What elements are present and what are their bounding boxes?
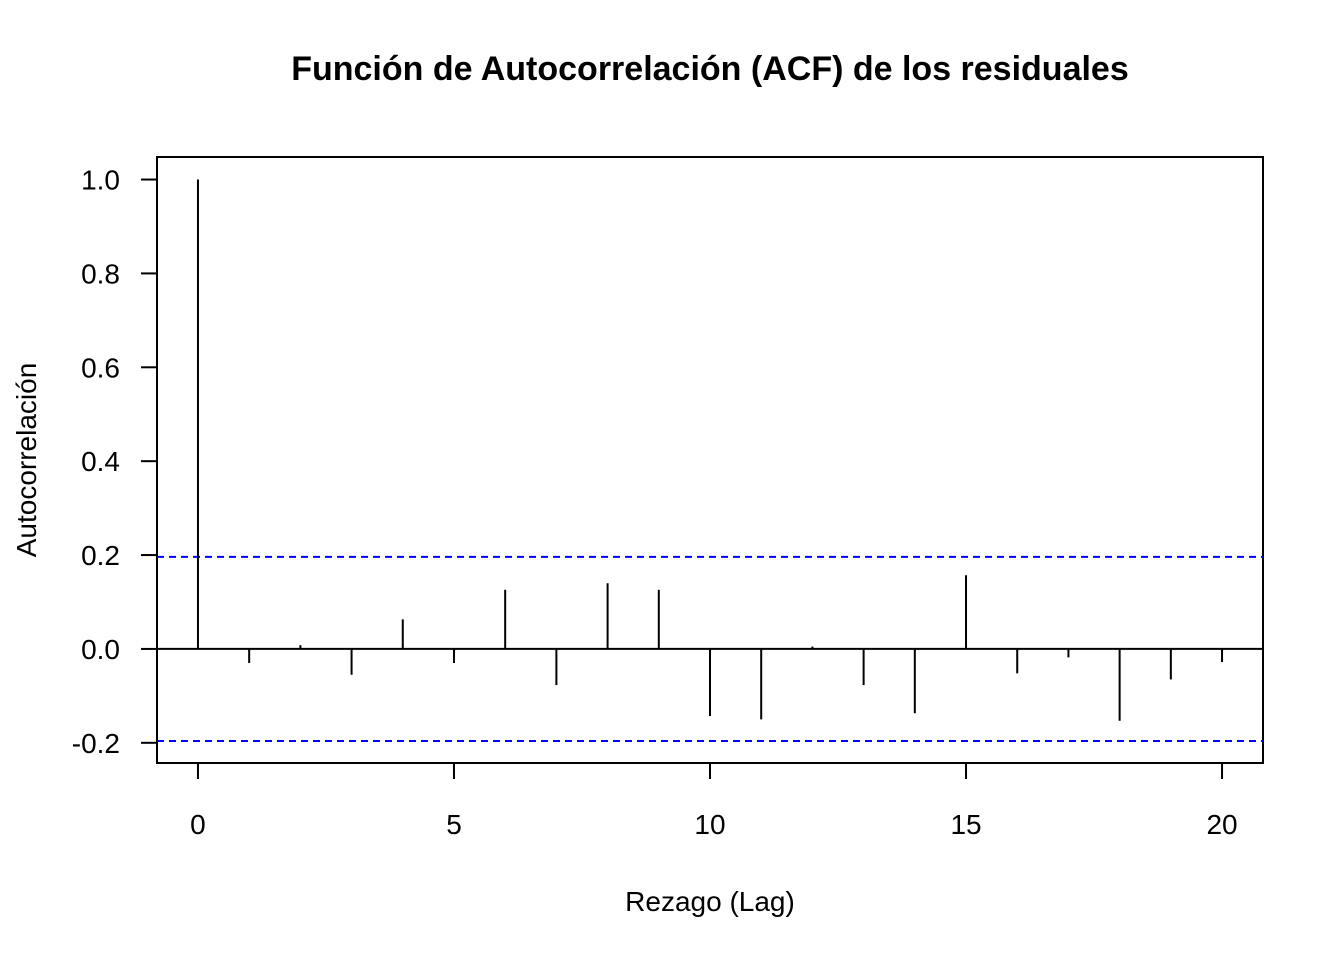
acf-bars — [196, 179, 1224, 721]
x-axis-label: Rezago (Lag) — [625, 886, 795, 917]
y-axis: -0.2 0.0 0.2 0.4 0.6 0.8 1.0 — [72, 165, 157, 759]
y-tick-label: 0.2 — [81, 540, 120, 571]
confidence-bounds — [157, 555, 1263, 742]
y-tick-label: -0.2 — [72, 728, 120, 759]
y-tick-label: 0.0 — [81, 634, 120, 665]
x-axis: 0 5 10 15 20 — [190, 763, 1238, 840]
x-tick-label: 15 — [950, 809, 981, 840]
y-tick-label: 1.0 — [81, 165, 120, 196]
y-tick-label: 0.8 — [81, 258, 120, 289]
y-tick-label: 0.6 — [81, 352, 120, 383]
x-tick-label: 10 — [694, 809, 725, 840]
x-tick-label: 5 — [446, 809, 462, 840]
x-tick-label: 0 — [190, 809, 206, 840]
x-tick-label: 20 — [1206, 809, 1237, 840]
chart-title: Función de Autocorrelación (ACF) de los … — [291, 50, 1129, 88]
y-axis-label: Autocorrelación — [11, 363, 42, 558]
y-tick-label: 0.4 — [81, 446, 120, 477]
